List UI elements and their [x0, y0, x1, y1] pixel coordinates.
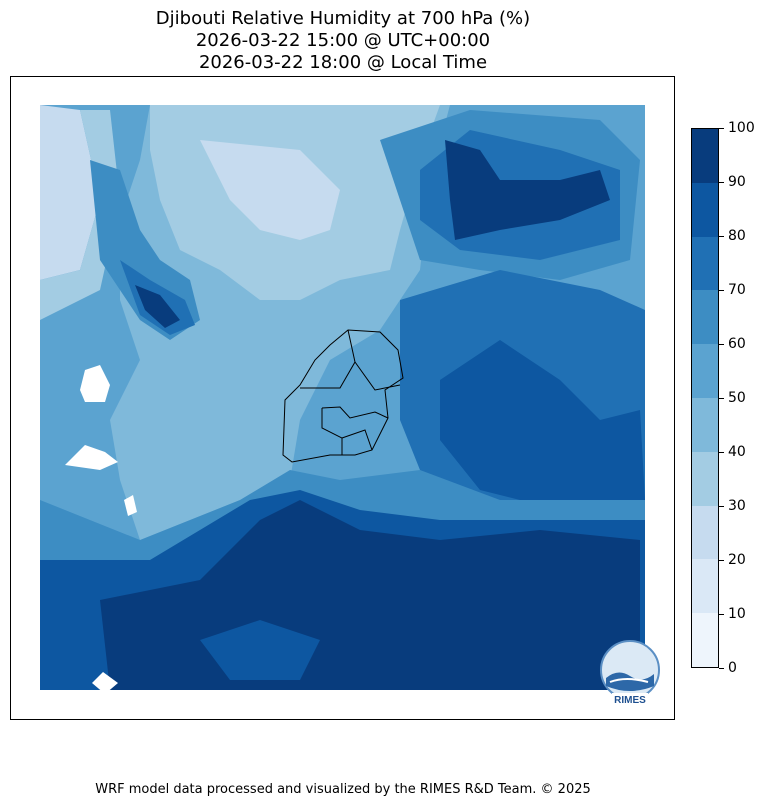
country-outline — [282, 329, 404, 463]
colorbar-tick-mark — [719, 559, 724, 561]
colorbar-segment-60-70 — [692, 290, 718, 345]
colorbar-tick-label: 30 — [728, 498, 746, 514]
colorbar-segment-0-10 — [692, 613, 718, 667]
colorbar-tick-label: 90 — [728, 174, 746, 190]
contour-80-90-mid — [440, 340, 645, 510]
colorbar-tick-label: 20 — [728, 552, 746, 568]
colorbar-segment-30-40 — [692, 451, 718, 506]
contour-30-40-west — [40, 110, 120, 320]
colorbar-tick-mark — [719, 289, 724, 291]
colorbar-tick-label: 80 — [728, 228, 746, 244]
colorbar-tick-label: 0 — [728, 660, 737, 676]
contour-20-30-west — [40, 105, 100, 280]
colorbar-tick-mark — [719, 397, 724, 399]
region-line-2 — [354, 361, 401, 391]
colorbar-tick-mark — [719, 343, 724, 345]
colorbar-tick-mark — [719, 505, 724, 507]
region-line-4 — [321, 408, 343, 455]
colorbar-tick-label: 70 — [728, 282, 746, 298]
colorbar-tick-label: 100 — [728, 120, 755, 136]
contour-90-100-east — [445, 140, 610, 240]
region-line-1 — [300, 329, 356, 389]
missing-data-3 — [124, 495, 137, 516]
colorbar-tick-mark — [719, 127, 724, 129]
djibouti-border — [282, 329, 404, 463]
colorbar-segment-90-100 — [692, 129, 718, 183]
colorbar — [691, 128, 719, 668]
colorbar-tick-label: 50 — [728, 390, 746, 406]
logo-text: RIMES — [614, 695, 646, 706]
contour-20-30 — [200, 140, 340, 240]
map-frame — [10, 76, 675, 720]
colorbar-tick-mark — [719, 451, 724, 453]
rimes-logo: RIMES — [600, 640, 660, 706]
footer-credit: WRF model data processed and visualized … — [95, 782, 591, 797]
colorbar-tick-mark — [719, 181, 724, 183]
missing-data-2 — [65, 445, 118, 470]
contour-90-100-west — [135, 285, 180, 328]
contour-fills — [40, 105, 645, 694]
missing-data-4 — [92, 672, 118, 694]
colorbar-segment-80-90 — [692, 182, 718, 237]
region-line-5 — [341, 429, 373, 451]
colorbar-tick-label: 10 — [728, 606, 746, 622]
colorbar-segment-40-50 — [692, 398, 718, 452]
colorbar-tick-label: 40 — [728, 444, 746, 460]
colorbar-tick-mark — [719, 235, 724, 237]
region-line-3 — [321, 406, 389, 419]
colorbar-segment-20-30 — [692, 505, 718, 560]
colorbar-segment-50-60 — [692, 344, 718, 399]
missing-data-1 — [80, 365, 110, 402]
colorbar-tick-label: 60 — [728, 336, 746, 352]
colorbar-tick-mark — [719, 613, 724, 615]
title-line-1: Djibouti Relative Humidity at 700 hPa (%… — [155, 8, 531, 29]
title-line-3: 2026-03-22 18:00 @ Local Time — [198, 52, 488, 73]
colorbar-tick-mark — [719, 667, 724, 669]
colorbar-segment-70-80 — [692, 236, 718, 291]
colorbar-segment-10-20 — [692, 559, 718, 614]
contour-80-90-patch — [200, 620, 320, 680]
title-line-2: 2026-03-22 15:00 @ UTC+00:00 — [195, 30, 491, 51]
